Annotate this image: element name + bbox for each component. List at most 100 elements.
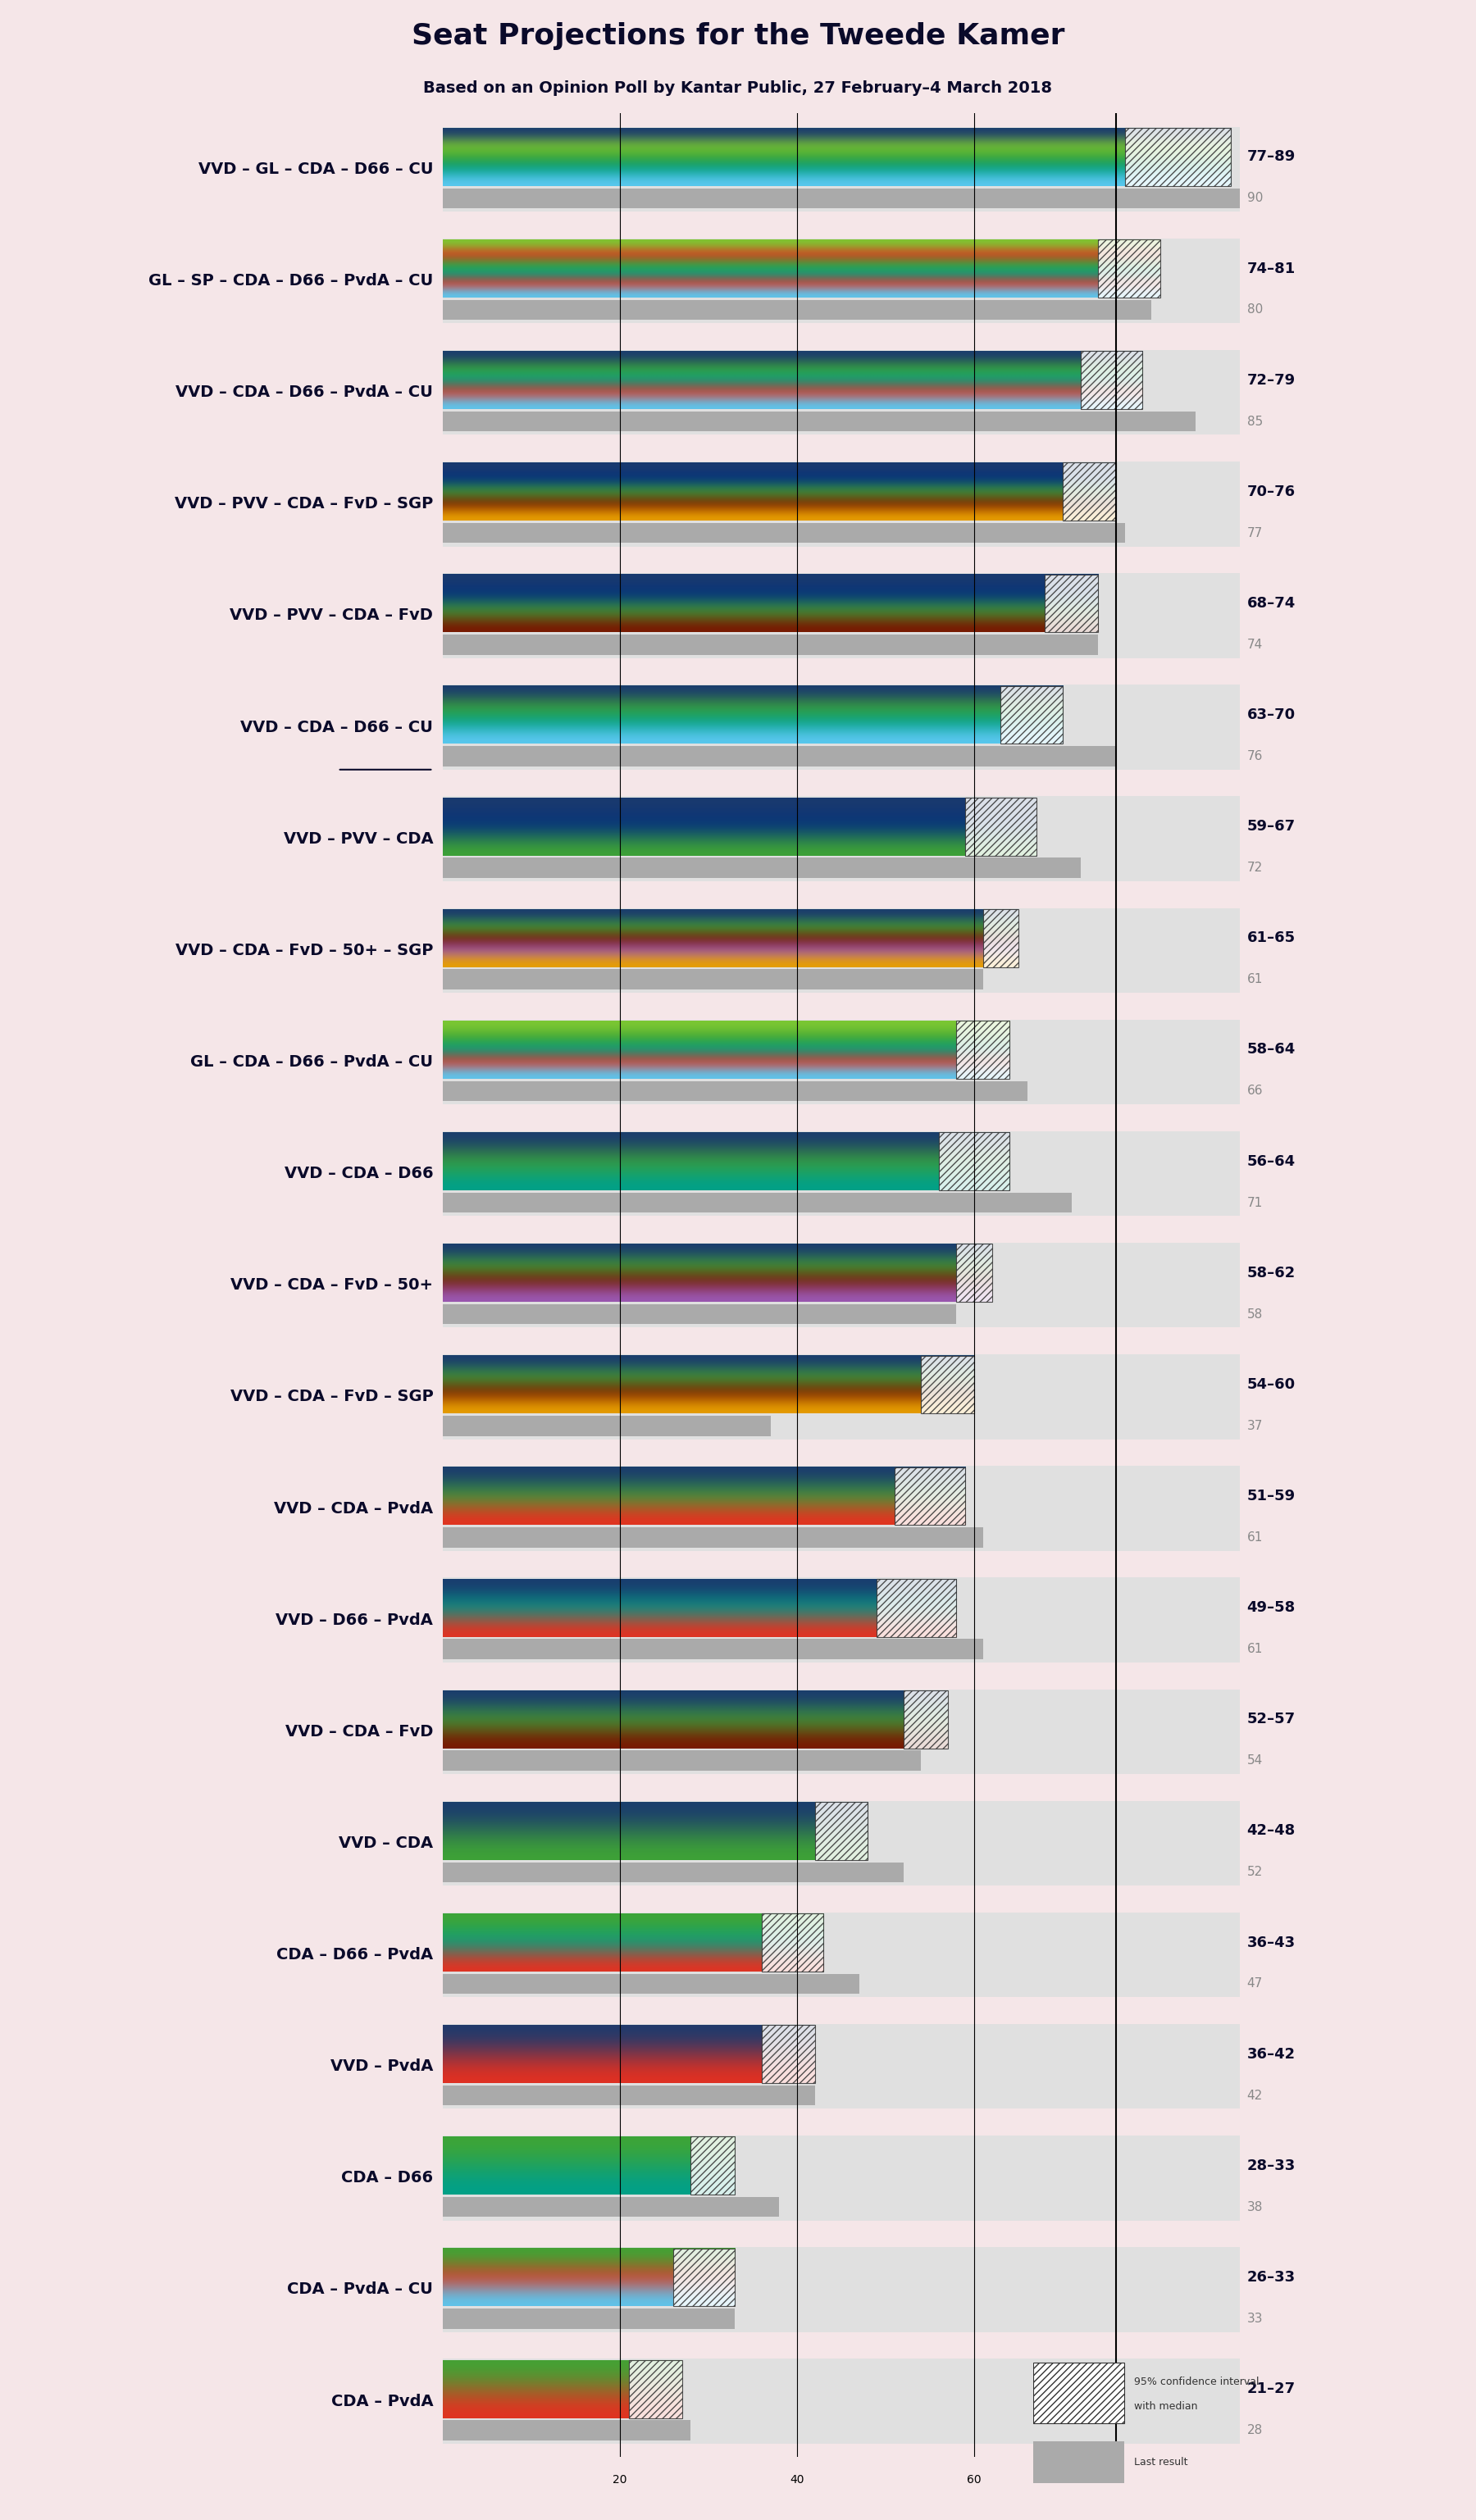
Bar <box>443 547 1240 572</box>
Text: 74: 74 <box>1247 638 1262 650</box>
Text: CDA – D66: CDA – D66 <box>341 2170 434 2185</box>
Text: 68–74: 68–74 <box>1247 595 1296 610</box>
Bar <box>673 2248 735 2306</box>
Bar <box>443 1913 1240 1998</box>
Bar <box>443 635 1098 655</box>
Bar <box>1098 239 1160 297</box>
Bar <box>762 2026 815 2084</box>
Bar <box>443 2024 1240 2109</box>
Text: 58: 58 <box>1247 1308 1262 1320</box>
Bar <box>939 1131 1010 1189</box>
Bar <box>443 101 1240 126</box>
Text: 95% confidence interval: 95% confidence interval <box>1134 2376 1259 2386</box>
Bar <box>1045 575 1098 633</box>
Bar <box>443 2134 1240 2220</box>
Bar <box>903 1691 948 1749</box>
Bar <box>443 1862 903 1882</box>
Text: 40: 40 <box>790 2475 804 2485</box>
Text: VVD – CDA: VVD – CDA <box>339 1835 434 1852</box>
Bar <box>443 1802 1240 1885</box>
Bar <box>443 2087 815 2107</box>
Bar <box>443 1353 1240 1439</box>
Bar <box>443 350 1240 436</box>
Bar <box>983 910 1018 968</box>
Text: 56–64: 56–64 <box>1247 1154 1296 1169</box>
Bar <box>443 1774 1240 1802</box>
Bar <box>443 212 1240 239</box>
Bar <box>443 1104 1240 1131</box>
Bar <box>956 1245 992 1303</box>
Bar <box>1125 129 1231 186</box>
Text: VVD – CDA – PvdA: VVD – CDA – PvdA <box>275 1499 434 1517</box>
Text: 28–33: 28–33 <box>1247 2157 1296 2172</box>
Text: 61: 61 <box>1247 1532 1263 1545</box>
Text: 66: 66 <box>1247 1086 1263 1096</box>
Text: 36–42: 36–42 <box>1247 2046 1296 2061</box>
Bar <box>629 2359 682 2419</box>
Text: GL – SP – CDA – D66 – PvdA – CU: GL – SP – CDA – D66 – PvdA – CU <box>149 272 434 290</box>
Bar <box>1063 464 1116 522</box>
Text: CDA – D66 – PvdA: CDA – D66 – PvdA <box>276 1948 434 1963</box>
Bar <box>762 1913 824 1971</box>
Text: VVD – D66 – PvdA: VVD – D66 – PvdA <box>276 1613 434 1628</box>
Text: 36–43: 36–43 <box>1247 1935 1296 1950</box>
Bar <box>443 1663 1240 1688</box>
Bar <box>443 1021 1240 1104</box>
Text: 21–27: 21–27 <box>1247 2381 1296 2397</box>
Text: 59–67: 59–67 <box>1247 819 1296 834</box>
Bar <box>443 323 1240 350</box>
Text: 76: 76 <box>1247 751 1263 764</box>
Bar <box>443 1467 1240 1550</box>
Text: 63–70: 63–70 <box>1247 708 1296 723</box>
Bar <box>443 126 1240 212</box>
Text: 61–65: 61–65 <box>1247 930 1296 945</box>
Text: CDA – PvdA – CU: CDA – PvdA – CU <box>288 2281 434 2298</box>
Bar <box>443 1439 1240 1467</box>
Bar <box>443 300 1151 320</box>
Bar <box>443 239 1240 323</box>
Bar <box>443 769 1240 796</box>
Bar <box>443 1192 1072 1212</box>
Text: 61: 61 <box>1247 1643 1263 1656</box>
Bar <box>443 2220 1240 2248</box>
Bar <box>443 2248 1240 2331</box>
Bar <box>443 524 1125 544</box>
Text: VVD – CDA – D66 – PvdA – CU: VVD – CDA – D66 – PvdA – CU <box>176 386 434 401</box>
Bar <box>877 1578 956 1638</box>
Text: 28: 28 <box>1247 2424 1262 2437</box>
Text: VVD – PVV – CDA – FvD: VVD – PVV – CDA – FvD <box>230 607 434 622</box>
Text: 74–81: 74–81 <box>1247 262 1296 275</box>
Bar <box>443 572 1240 658</box>
Text: 85: 85 <box>1247 416 1262 428</box>
Text: 70–76: 70–76 <box>1247 484 1296 499</box>
Text: 42–48: 42–48 <box>1247 1824 1296 1837</box>
Text: 54–60: 54–60 <box>1247 1376 1296 1391</box>
Text: Last result: Last result <box>1134 2457 1188 2467</box>
Bar <box>443 1305 956 1326</box>
Bar <box>443 2331 1240 2359</box>
Text: 72–79: 72–79 <box>1247 373 1296 388</box>
Bar <box>443 2109 1240 2134</box>
Bar <box>443 2197 779 2218</box>
Bar <box>443 1885 1240 1913</box>
Bar <box>443 1973 859 1993</box>
Bar <box>1080 350 1142 408</box>
Bar <box>443 1751 921 1772</box>
Bar <box>921 1356 974 1414</box>
Text: 51–59: 51–59 <box>1247 1489 1296 1504</box>
Bar <box>443 1550 1240 1578</box>
Text: 58–62: 58–62 <box>1247 1265 1296 1280</box>
Text: 60: 60 <box>967 2475 982 2485</box>
Bar <box>443 1081 1027 1101</box>
Bar <box>443 1242 1240 1328</box>
Bar <box>443 882 1240 907</box>
Text: 52–57: 52–57 <box>1247 1711 1296 1726</box>
Text: Based on an Opinion Poll by Kantar Public, 27 February–4 March 2018: Based on an Opinion Poll by Kantar Publi… <box>424 81 1052 96</box>
Bar <box>443 1998 1240 2024</box>
Bar <box>443 411 1196 431</box>
Bar <box>443 993 1240 1021</box>
Bar <box>443 1328 1240 1353</box>
Text: CDA – PvdA: CDA – PvdA <box>331 2394 434 2409</box>
Text: VVD – CDA – FvD – 50+ – SGP: VVD – CDA – FvD – 50+ – SGP <box>176 942 434 958</box>
Bar <box>1033 2442 1125 2482</box>
